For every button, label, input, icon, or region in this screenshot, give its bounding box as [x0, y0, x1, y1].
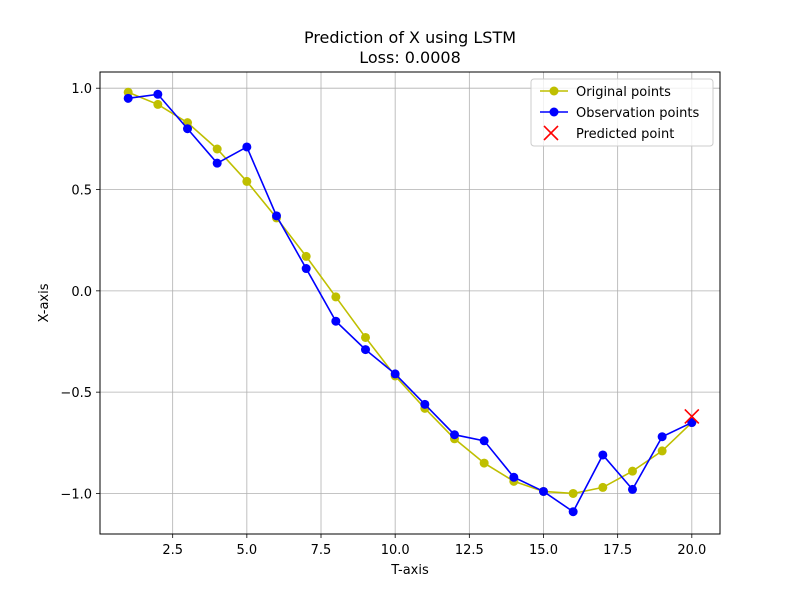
legend-label: Predicted point	[576, 127, 674, 142]
chart-subtitle: Loss: 0.0008	[359, 48, 461, 67]
plot-area-frame	[99, 71, 721, 535]
legend-marker	[549, 86, 559, 96]
data-point-original-points	[568, 488, 578, 498]
legend-label: Observation points	[576, 106, 699, 121]
y-tick-label: 0.5	[71, 184, 92, 199]
data-point-observation-points	[538, 486, 548, 496]
data-point-observation-points	[627, 484, 637, 494]
data-point-observation-points	[598, 450, 608, 460]
legend-label: Original points	[576, 85, 671, 100]
data-point-observation-points	[153, 89, 163, 99]
series-line-original-points	[127, 91, 693, 495]
data-point-original-points	[301, 251, 311, 261]
legend-marker	[543, 125, 559, 141]
x-tick-label: 7.5	[311, 543, 332, 558]
legend-marker	[549, 107, 559, 117]
x-tick-label: 10.0	[381, 543, 410, 558]
data-point-observation-points	[390, 369, 400, 379]
data-point-original-points	[361, 332, 371, 342]
y-tick-label: −1.0	[60, 487, 92, 502]
data-point-original-points	[242, 176, 252, 186]
data-point-observation-points	[479, 436, 489, 446]
data-point-original-points	[479, 458, 489, 468]
legend: Original points Observation points Predict…	[530, 78, 714, 147]
data-point-predicted-point	[684, 408, 700, 425]
data-point-observation-points	[687, 418, 697, 428]
x-tick-label: 20.0	[677, 543, 706, 558]
data-point-original-points	[212, 144, 222, 154]
data-point-observation-points	[449, 430, 459, 440]
data-point-observation-points	[183, 124, 193, 134]
data-point-original-points	[657, 446, 667, 456]
x-axis-label: T-axis	[390, 563, 429, 578]
data-point-observation-points	[361, 345, 371, 355]
x-marker-stroke	[543, 125, 559, 141]
data-point-observation-points	[331, 316, 341, 326]
data-point-original-points	[627, 466, 637, 476]
y-axis-label: X-axis	[37, 283, 52, 322]
legend-item: Observation points	[540, 106, 699, 121]
data-point-observation-points	[301, 264, 311, 274]
legend-item: Predicted point	[543, 125, 674, 142]
data-point-observation-points	[568, 507, 578, 517]
data-point-observation-points	[242, 142, 252, 152]
grid	[100, 72, 720, 534]
legend-box	[530, 78, 714, 147]
data-point-observation-points	[212, 158, 222, 168]
y-tick-label: −0.5	[60, 386, 92, 401]
x-tick-label: 2.5	[162, 543, 183, 558]
x-marker-stroke	[684, 408, 700, 425]
data-point-observation-points	[123, 93, 133, 103]
data-point-original-points	[331, 292, 341, 302]
ticks: 2.5 5.0 7.5 10.0 12.5 15.0 17.5 20.0 1.0 0.5 0.0 −0…	[60, 82, 706, 558]
data-point-observation-points	[509, 472, 519, 482]
data-point-observation-points	[420, 399, 430, 409]
x-tick-label: 12.5	[455, 543, 484, 558]
y-tick-label: 0.0	[71, 285, 92, 300]
x-tick-label: 15.0	[529, 543, 558, 558]
chart-title: Prediction of X using LSTM	[304, 28, 516, 47]
x-tick-label: 17.5	[603, 543, 632, 558]
data-point-observation-points	[272, 211, 282, 221]
series-group	[123, 87, 700, 517]
y-tick-label: 1.0	[71, 82, 92, 97]
data-point-original-points	[153, 99, 163, 109]
legend-item: Original points	[540, 85, 671, 100]
series-line-observation-points	[128, 93, 693, 513]
data-point-original-points	[598, 482, 608, 492]
x-tick-label: 5.0	[236, 543, 257, 558]
data-point-observation-points	[657, 432, 667, 442]
